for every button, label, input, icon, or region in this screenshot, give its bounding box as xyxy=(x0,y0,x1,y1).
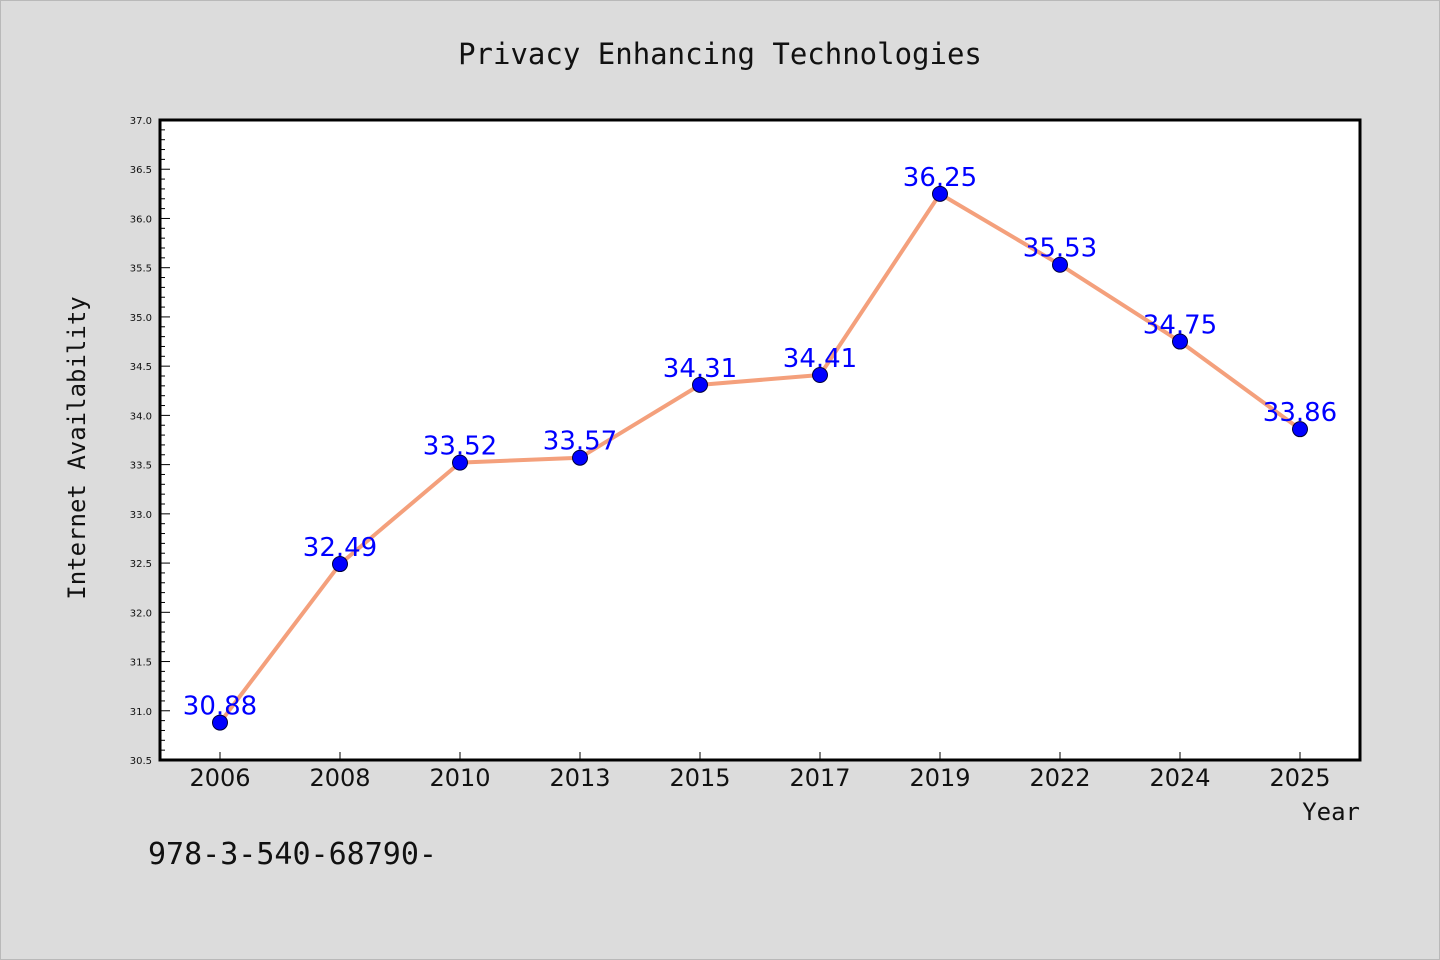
data-point xyxy=(332,556,348,573)
y-axis-title: Internet Availability xyxy=(63,296,91,599)
data-point xyxy=(1292,421,1308,438)
y-tick-label: 35.5 xyxy=(130,264,152,275)
y-axis: 30.5 31.0 31.5 32.0 32.5 33.0 33.5 34.0 34.5 35.0… xyxy=(130,116,170,767)
data-label: 36.25 xyxy=(903,163,977,193)
x-tick-label: 2006 xyxy=(189,764,250,792)
data-label: 33.86 xyxy=(1263,398,1337,428)
data-label: 35.53 xyxy=(1023,234,1097,264)
data-point xyxy=(452,454,468,471)
data-point xyxy=(932,185,948,202)
data-point xyxy=(1052,256,1068,273)
y-tick-label: 36.5 xyxy=(130,165,152,176)
series-line xyxy=(218,191,1302,724)
chart-title: Privacy Enhancing Technologies xyxy=(458,37,982,71)
data-label: 34.31 xyxy=(663,354,737,384)
x-tick-label: 2010 xyxy=(429,764,490,792)
y-tick-label: 34.5 xyxy=(130,362,152,373)
data-label: 33.57 xyxy=(543,427,617,457)
data-label: 34.41 xyxy=(783,344,857,374)
data-label: 32.49 xyxy=(303,533,377,563)
y-tick-label: 33.5 xyxy=(130,461,152,472)
x-tick-label: 2015 xyxy=(669,764,730,792)
data-label: 30.88 xyxy=(183,692,257,722)
x-tick-label: 2013 xyxy=(549,764,610,792)
y-tick-label: 30.5 xyxy=(130,756,152,767)
y-tick-label: 31.0 xyxy=(130,707,152,718)
x-tick-label: 2019 xyxy=(909,764,970,792)
x-tick-label: 2025 xyxy=(1269,764,1330,792)
data-point xyxy=(812,367,828,384)
y-tick-label: 31.5 xyxy=(130,658,152,669)
y-tick-label: 34.0 xyxy=(130,411,152,422)
data-point xyxy=(212,714,228,731)
x-tick-label: 2017 xyxy=(789,764,850,792)
x-axis: 2006 2008 2010 2013 2015 2017 2019 2022 2024 2025 xyxy=(189,752,1331,792)
data-label: 33.52 xyxy=(423,432,497,462)
data-label: 34.75 xyxy=(1143,311,1217,341)
y-tick-label: 32.5 xyxy=(130,559,152,570)
y-tick-label: 37.0 xyxy=(130,116,152,127)
x-axis-title: Year xyxy=(1302,798,1360,826)
data-point xyxy=(572,449,588,466)
data-point xyxy=(692,376,708,393)
x-tick-label: 2024 xyxy=(1149,764,1210,792)
y-tick-label: 36.0 xyxy=(130,214,152,225)
x-tick-label: 2022 xyxy=(1029,764,1090,792)
y-tick-label: 33.0 xyxy=(130,510,152,521)
series-layer: 30.88 32.49 33.52 33.57 34.31 34.41 36.25 35.53… xyxy=(183,163,1337,731)
plot-area xyxy=(158,118,1362,762)
y-tick-label: 32.0 xyxy=(130,608,152,619)
footer-text: 978-3-540-68790- xyxy=(148,837,437,872)
y-tick-label: 35.0 xyxy=(130,313,152,324)
x-tick-label: 2008 xyxy=(309,764,370,792)
data-point xyxy=(1172,333,1188,350)
